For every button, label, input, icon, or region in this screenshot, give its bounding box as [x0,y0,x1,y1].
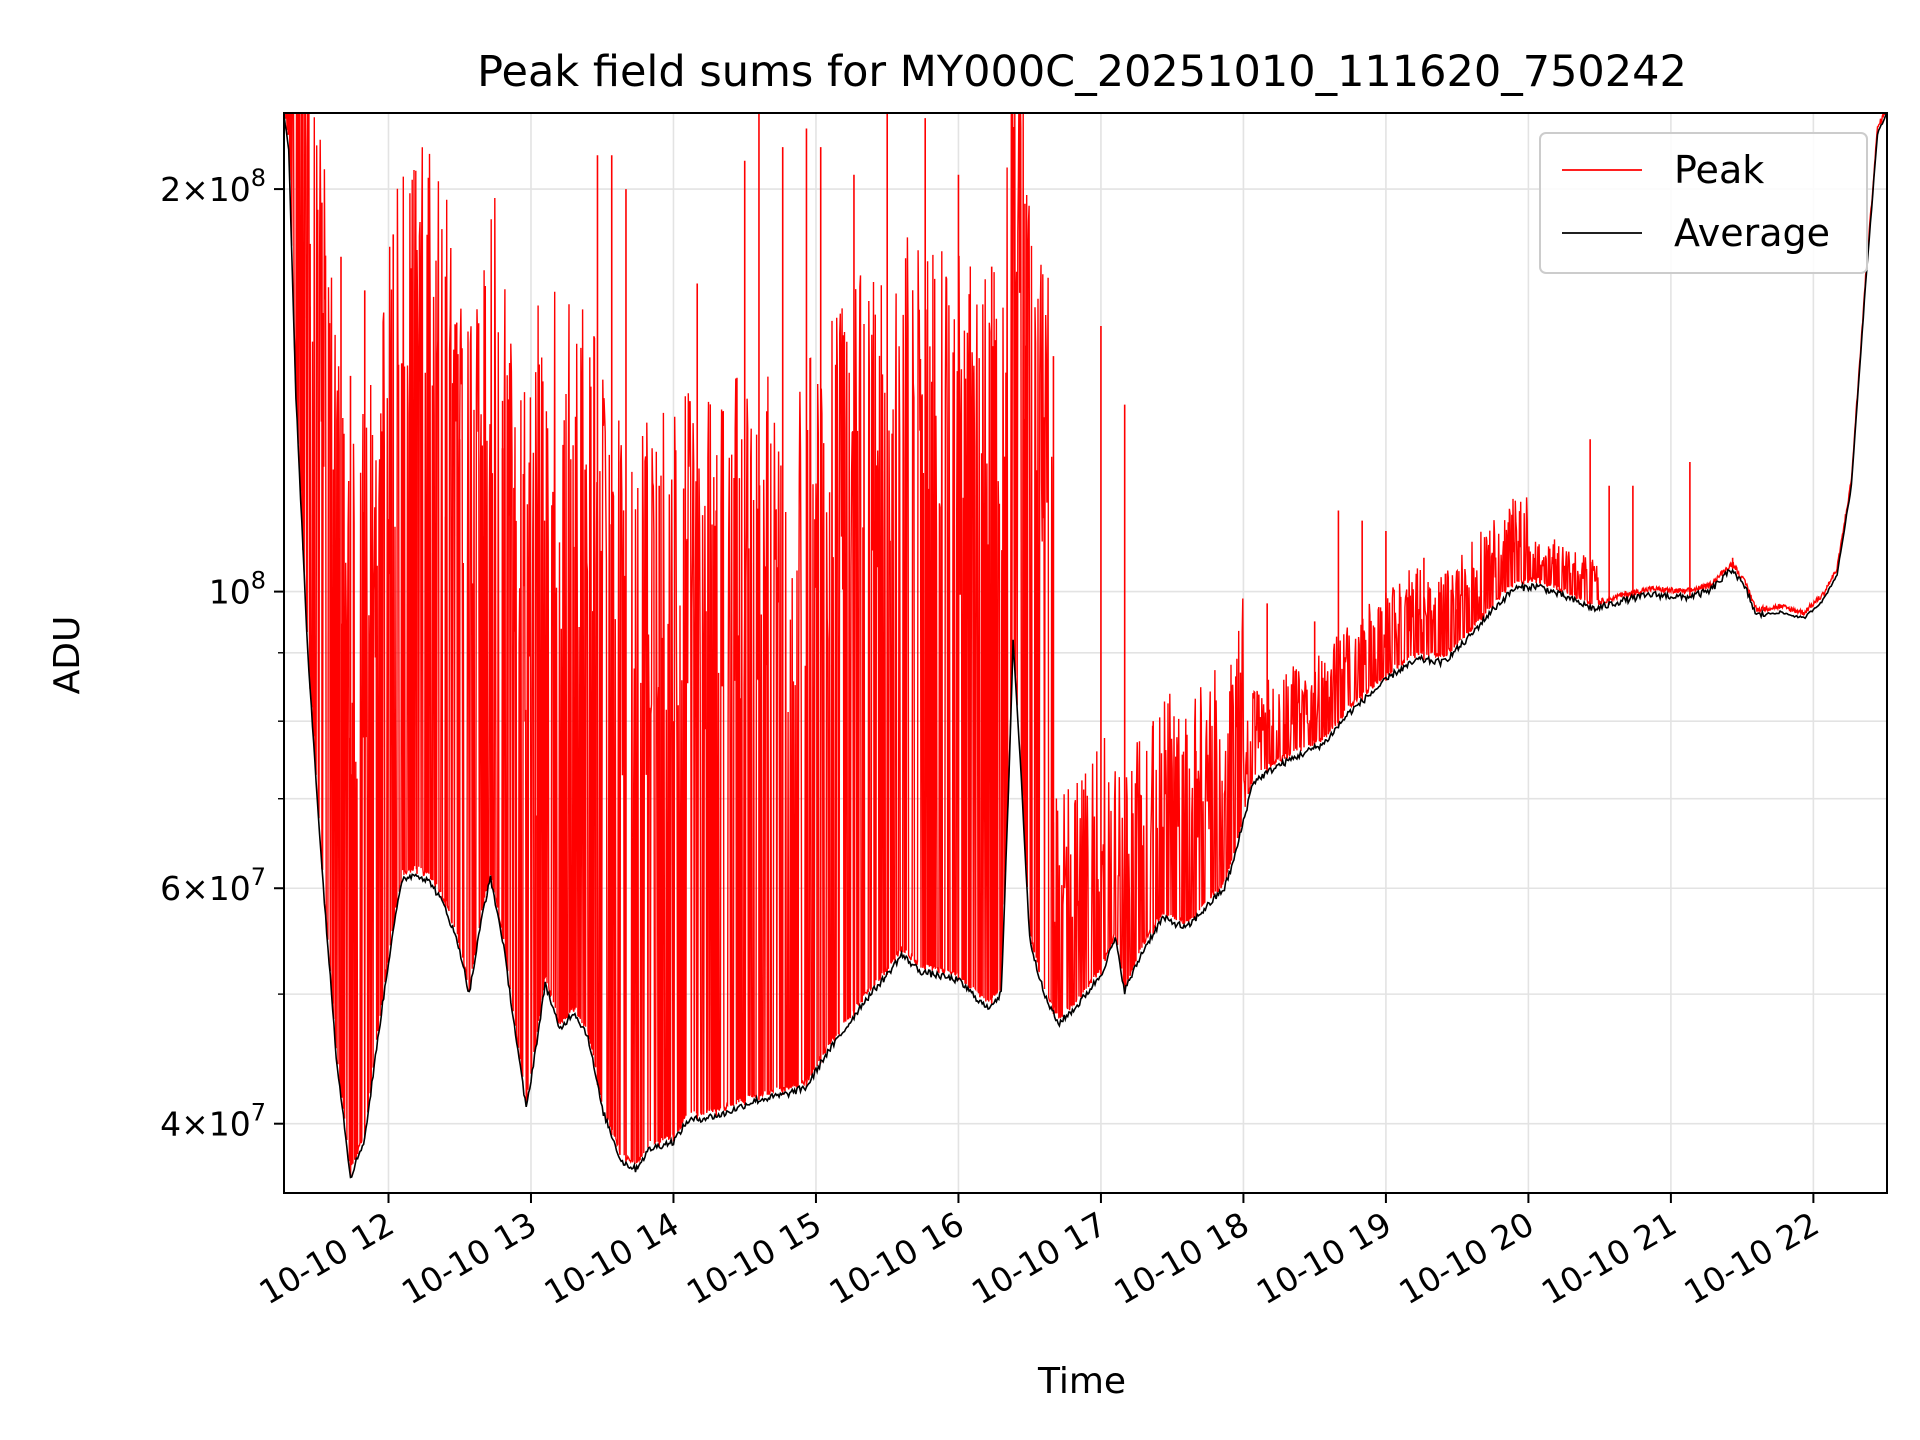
y-tick-label: 4×107 [160,1099,266,1144]
legend-label-peak: Peak [1674,148,1764,192]
y-tick-mantissa: 6 [160,869,181,908]
y-tick-mantissa: 2 [160,170,181,209]
y-tick-label: 6×107 [160,863,266,908]
chart-title: Peak field sums for MY000C_20251010_1116… [477,47,1687,97]
plot-series [284,113,1887,1179]
x-axis-label: Time [1037,1361,1126,1402]
y-tick-exponent: 8 [251,567,266,595]
y-tick-mantissa: 4 [160,1105,181,1144]
y-tick-exponent: 7 [251,1099,266,1127]
y-tick-times: ×10 [181,1105,251,1144]
legend: Peak Average [1539,132,1868,274]
y-tick-label: 108 [209,567,266,612]
y-tick-times: ×10 [181,170,251,209]
legend-label-average: Average [1674,211,1830,255]
y-tick-base: 10 [209,573,251,612]
peak-series-line [284,113,1886,1171]
y-tick-label: 2×108 [160,164,266,209]
grid-lines [284,113,1887,1193]
y-tick-times: ×10 [181,869,251,908]
y-tick-exponent: 7 [251,863,266,891]
y-tick-exponent: 8 [251,164,266,192]
legend-box [1539,132,1868,274]
y-axis-label: ADU [47,616,88,695]
average-series-line [284,113,1887,1179]
